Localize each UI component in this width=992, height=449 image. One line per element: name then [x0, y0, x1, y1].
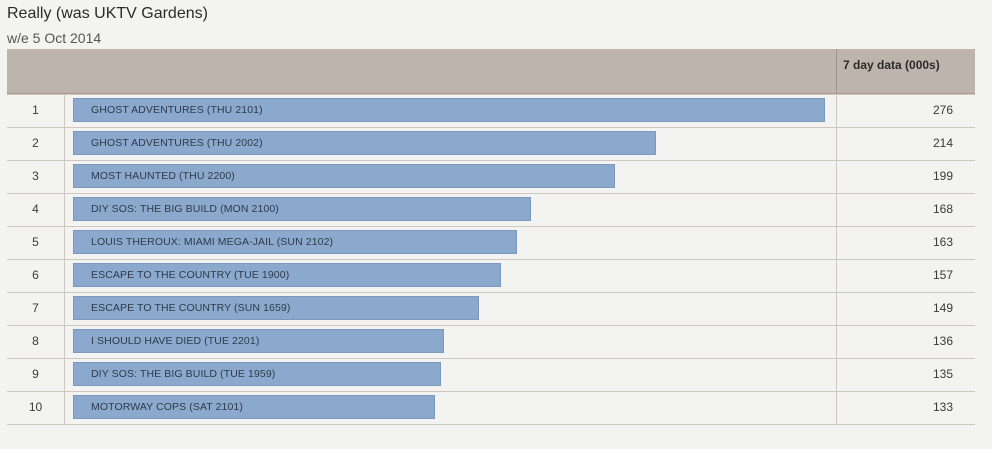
table-row: 10 MOTORWAY COPS (SAT 2101) 133 — [7, 392, 975, 425]
row-divider — [836, 293, 837, 325]
row-rank: 2 — [32, 136, 39, 150]
row-rank: 3 — [32, 169, 39, 183]
programme-label: GHOST ADVENTURES (THU 2101) — [91, 104, 263, 116]
row-divider — [64, 227, 65, 259]
bar-mark — [73, 164, 615, 188]
chart-subtitle: w/e 5 Oct 2014 — [7, 30, 102, 46]
viewers-value: 168 — [932, 202, 953, 216]
table-row: 4 DIY SOS: THE BIG BUILD (MON 2100) 168 — [7, 194, 975, 227]
table-row: 8 I SHOULD HAVE DIED (TUE 2201) 136 — [7, 326, 975, 359]
bar-mark — [73, 329, 444, 353]
row-divider — [64, 359, 65, 391]
table-row: 2 GHOST ADVENTURES (THU 2002) 214 — [7, 128, 975, 161]
programme-label: ESCAPE TO THE COUNTRY (TUE 1900) — [91, 269, 290, 281]
row-divider — [64, 392, 65, 424]
programme-label: DIY SOS: THE BIG BUILD (TUE 1959) — [91, 368, 276, 380]
row-divider — [836, 128, 837, 160]
programme-label: LOUIS THEROUX: MIAMI MEGA-JAIL (SUN 2102… — [91, 236, 334, 248]
row-rank: 8 — [32, 334, 39, 348]
row-divider — [836, 194, 837, 226]
viewers-value: 133 — [932, 400, 953, 414]
table-row: 3 MOST HAUNTED (THU 2200) 199 — [7, 161, 975, 194]
programme-label: ESCAPE TO THE COUNTRY (SUN 1659) — [91, 302, 291, 314]
row-divider — [836, 227, 837, 259]
row-divider — [64, 161, 65, 193]
row-divider — [64, 128, 65, 160]
programme-label: MOST HAUNTED (THU 2200) — [91, 170, 235, 182]
table-row: 6 ESCAPE TO THE COUNTRY (TUE 1900) 157 — [7, 260, 975, 293]
table-row: 5 LOUIS THEROUX: MIAMI MEGA-JAIL (SUN 210… — [7, 227, 975, 260]
row-divider — [836, 359, 837, 391]
row-divider — [64, 95, 65, 127]
viewers-value: 199 — [932, 169, 953, 183]
viewers-value: 157 — [932, 268, 953, 282]
chart-title: Really (was UKTV Gardens) — [7, 5, 208, 22]
row-rank: 5 — [32, 235, 39, 249]
viewers-value: 163 — [932, 235, 953, 249]
bar-mark — [73, 362, 441, 386]
bar-mark — [73, 230, 517, 254]
table-row: 9 DIY SOS: THE BIG BUILD (TUE 1959) 135 — [7, 359, 975, 392]
table-body: 1 GHOST ADVENTURES (THU 2101) 276 2 GHOST AD… — [7, 94, 975, 425]
viewers-value: 214 — [932, 136, 953, 150]
bar-mark — [73, 395, 435, 419]
row-divider — [836, 260, 837, 292]
ratings-table: 7 day data (000s) 1 GHOST ADVENTURES (THU… — [7, 49, 975, 425]
value-column-header: 7 day data (000s) — [843, 58, 940, 72]
row-rank: 6 — [32, 268, 39, 282]
row-divider — [64, 194, 65, 226]
table-header: 7 day data (000s) — [7, 49, 975, 94]
bar-mark — [73, 263, 501, 287]
table-row: 1 GHOST ADVENTURES (THU 2101) 276 — [7, 94, 975, 128]
row-divider — [836, 161, 837, 193]
row-rank: 10 — [28, 400, 43, 414]
row-rank: 7 — [32, 301, 39, 315]
viewers-value: 135 — [932, 367, 953, 381]
table-row: 7 ESCAPE TO THE COUNTRY (SUN 1659) 149 — [7, 293, 975, 326]
viewers-value: 149 — [932, 301, 953, 315]
row-divider — [836, 95, 837, 127]
viewers-value: 136 — [932, 334, 953, 348]
row-divider — [64, 293, 65, 325]
row-rank: 1 — [32, 103, 39, 117]
row-rank: 4 — [32, 202, 39, 216]
row-divider — [64, 260, 65, 292]
programme-label: DIY SOS: THE BIG BUILD (MON 2100) — [91, 203, 279, 215]
bar-mark — [73, 296, 479, 320]
bar-mark — [73, 131, 656, 155]
row-divider — [836, 392, 837, 424]
row-divider — [64, 326, 65, 358]
programme-label: I SHOULD HAVE DIED (TUE 2201) — [91, 335, 260, 347]
row-divider — [836, 326, 837, 358]
bar-mark — [73, 197, 531, 221]
programme-label: GHOST ADVENTURES (THU 2002) — [91, 137, 263, 149]
row-rank: 9 — [32, 367, 39, 381]
header-divider — [836, 49, 837, 93]
bar-mark — [73, 98, 825, 122]
programme-label: MOTORWAY COPS (SAT 2101) — [91, 401, 243, 413]
viewers-value: 276 — [932, 103, 953, 117]
